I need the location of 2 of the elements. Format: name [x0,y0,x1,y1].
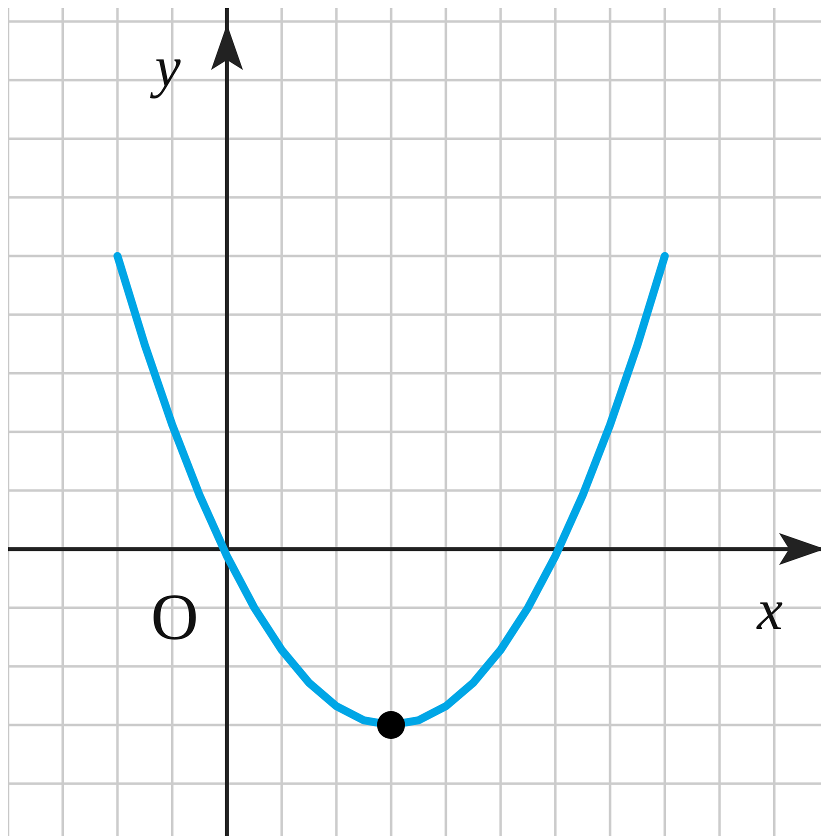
annotation: O [150,581,199,654]
x-axis-title: x [757,577,783,642]
